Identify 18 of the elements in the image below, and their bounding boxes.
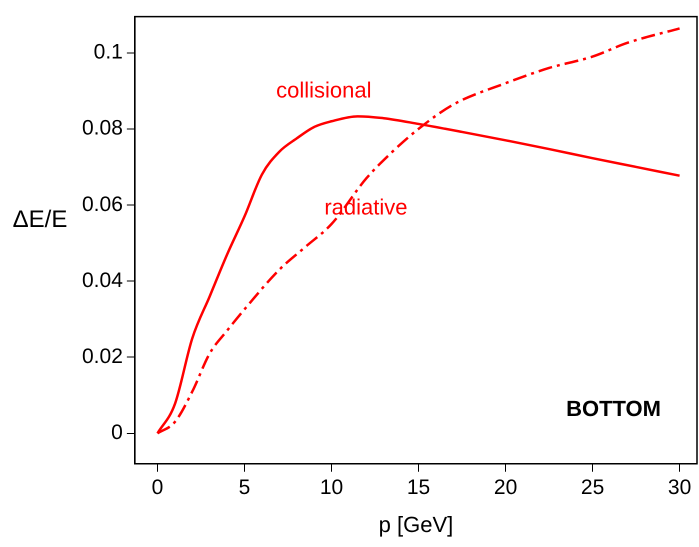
series-label: collisional	[276, 77, 372, 102]
y-tick-label: 0.08	[82, 116, 123, 140]
x-tick-label: 10	[320, 476, 344, 500]
annotation: BOTTOM	[566, 396, 661, 421]
x-tick-label: 30	[668, 476, 692, 500]
x-tick-label: 5	[238, 476, 250, 500]
y-tick-label: 0	[111, 421, 123, 444]
y-tick-label: 0.06	[82, 192, 123, 216]
series-label: radiative	[324, 194, 408, 220]
x-tick-label: 15	[406, 476, 430, 500]
y-tick-label: 0.04	[82, 268, 124, 292]
x-axis-title: p [GeV]	[378, 512, 454, 537]
y-tick-label: 0.02	[82, 345, 123, 368]
y-tick-label: 0.1	[94, 40, 123, 64]
x-tick-label: 25	[580, 476, 604, 500]
x-tick-label: 0	[152, 476, 164, 500]
y-axis-title: ΔE/E	[12, 206, 68, 233]
x-tick-label: 20	[494, 476, 518, 500]
